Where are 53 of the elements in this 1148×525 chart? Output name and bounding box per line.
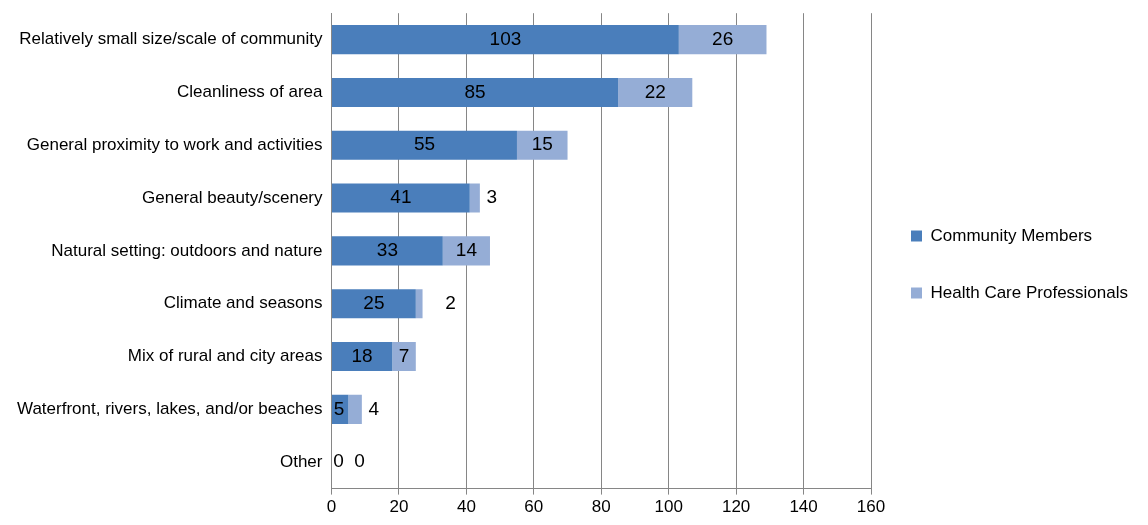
y-tick-label: General proximity to work and activities	[26, 134, 323, 154]
data-label: 55	[413, 133, 436, 155]
x-tick-label: 160	[856, 497, 886, 517]
y-tick-label: Other	[279, 451, 323, 471]
y-tick-label: General beauty/scenery	[142, 187, 323, 207]
bar	[332, 289, 416, 319]
y-tick-label: Natural setting: outdoors and nature	[51, 240, 323, 260]
data-label: 18	[351, 344, 373, 366]
y-tick-label: Relatively small size/scale of community	[19, 29, 323, 49]
data-label: 33	[376, 239, 398, 261]
data-label: 0	[354, 450, 365, 472]
x-tick-label: 140	[789, 497, 818, 517]
data-label: 7	[398, 344, 410, 366]
bar	[332, 77, 619, 107]
bar	[678, 25, 767, 55]
data-label: 41	[390, 186, 412, 208]
bar	[332, 342, 393, 372]
x-tick-label: 20	[389, 497, 409, 517]
data-label: 0	[333, 450, 344, 472]
y-tick-label: Cleanliness of area	[176, 82, 324, 102]
bar	[332, 25, 679, 55]
x-tick-label: 80	[591, 497, 611, 517]
y-tick-label: Waterfront, rivers, lakes, and/or beaches	[16, 399, 323, 419]
data-label: 103	[489, 27, 522, 49]
data-label: 5	[333, 397, 345, 419]
y-tick-label: Climate and seasons	[163, 293, 323, 313]
bar	[348, 394, 362, 424]
data-label: 26	[712, 27, 734, 49]
x-tick-label: 0	[326, 497, 337, 517]
data-label: 4	[368, 397, 380, 419]
bar	[415, 289, 423, 319]
data-label: 15	[531, 133, 553, 155]
data-label: 2	[445, 291, 456, 313]
x-tick-label: 60	[524, 497, 544, 517]
bar	[392, 342, 416, 372]
bar	[618, 77, 693, 107]
bar	[516, 130, 568, 160]
data-label: 25	[363, 291, 385, 313]
bar	[442, 236, 490, 266]
bar	[332, 130, 517, 160]
data-label: 85	[464, 80, 486, 102]
y-tick-label: Mix of rural and city areas	[127, 346, 323, 366]
bar	[469, 183, 480, 213]
data-label: 14	[455, 239, 478, 261]
x-tick-label: 120	[721, 497, 751, 517]
legend-label: Health Care Professionals	[930, 282, 1128, 302]
legend-label: Community Members	[930, 225, 1093, 245]
data-label: 22	[644, 80, 666, 102]
data-label: 3	[486, 186, 498, 208]
bar	[332, 236, 443, 266]
x-tick-label: 100	[654, 497, 683, 517]
x-tick-label: 40	[456, 497, 476, 517]
bar	[332, 183, 470, 213]
